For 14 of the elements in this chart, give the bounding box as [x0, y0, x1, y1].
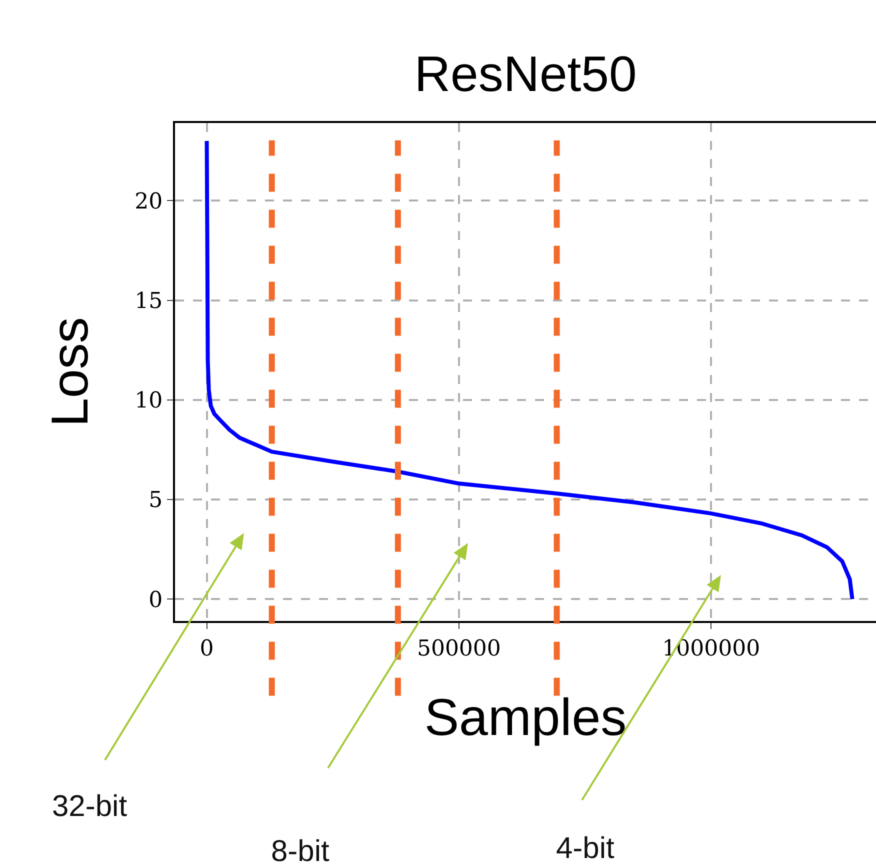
y-axis-title: Loss: [41, 317, 100, 427]
y-tick-label: 20: [134, 189, 163, 214]
x-axis-title: Samples: [424, 688, 627, 747]
y-tick-label: 0: [148, 588, 163, 613]
y-tick-label: 15: [134, 288, 163, 314]
y-tick-label: 5: [148, 488, 163, 514]
text: 4-bit: [556, 832, 616, 865]
y-tick-label: 10: [134, 388, 163, 414]
text: 8-bit: [271, 835, 330, 866]
x-tick-label: 500000: [416, 636, 501, 662]
text: 32-bit: [52, 790, 128, 823]
x-tick-label: 0: [200, 636, 214, 662]
line-series: [204, 138, 854, 602]
chart-title: ResNet50: [414, 46, 637, 102]
